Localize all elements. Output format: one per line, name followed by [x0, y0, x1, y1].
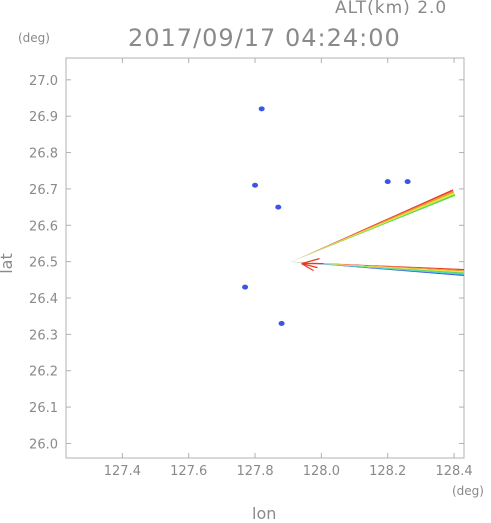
- y-tick-label: 26.6: [29, 219, 58, 234]
- lower-band-strip: [288, 261, 465, 272]
- x-axis-unit: (deg): [452, 484, 484, 498]
- lower-band-strip: [288, 261, 464, 275]
- x-axis-label: lon: [252, 504, 277, 523]
- x-tick-label: 127.4: [104, 464, 141, 479]
- x-tick-label: 128.2: [369, 464, 406, 479]
- upper-band-strip: [291, 194, 456, 262]
- lower-band-strip: [288, 261, 464, 277]
- upper-band-strip: [291, 189, 454, 262]
- echo-b: [252, 182, 259, 188]
- echo-g: [404, 179, 411, 185]
- y-tick-label: 26.1: [29, 401, 58, 416]
- y-axis-unit: (deg): [18, 31, 50, 45]
- altitude-label: ALT(km) 2.0: [335, 0, 448, 18]
- upper-band-strip: [291, 190, 455, 262]
- y-tick-label: 26.4: [29, 292, 58, 307]
- plot-frame: [65, 57, 465, 459]
- lower-band-strip: [288, 261, 464, 274]
- red-echo-tuft: [301, 263, 318, 269]
- y-tick-label: 26.0: [29, 437, 58, 452]
- x-tick-label: 128.4: [435, 464, 472, 479]
- y-tick-label: 26.7: [29, 183, 58, 198]
- echo-f: [384, 179, 391, 185]
- upper-band: [291, 189, 456, 262]
- x-tick-label: 127.8: [236, 464, 273, 479]
- chart-marks: [242, 106, 465, 326]
- x-tick-label: 128.0: [303, 464, 340, 479]
- lower-band-strip: [288, 261, 465, 271]
- echo-e: [278, 320, 285, 326]
- y-tick-label: 27.0: [29, 74, 58, 89]
- echo-c: [275, 204, 282, 210]
- y-tick-label: 26.2: [29, 365, 58, 380]
- y-tick-label: 26.8: [29, 147, 58, 162]
- red-echo-tuft: [301, 258, 320, 265]
- y-tick-label: 26.3: [29, 328, 58, 343]
- x-tick-label: 127.6: [170, 464, 207, 479]
- lower-band: [288, 261, 465, 277]
- timestamp-title: 2017/09/17 04:24:00: [128, 24, 401, 52]
- y-tick-label: 26.5: [29, 256, 58, 271]
- echo-d: [242, 284, 249, 290]
- axis-ticks: 26.0 26.1 26.2 26.3 26.4 26.5 26.6 26.7 26.8 26.9…: [29, 58, 473, 479]
- red-echo-tuft: [301, 263, 314, 272]
- lower-band-strip: [288, 261, 465, 273]
- upper-band-strip: [291, 192, 455, 262]
- y-tick-label: 26.9: [29, 110, 58, 125]
- echo-a: [258, 106, 265, 112]
